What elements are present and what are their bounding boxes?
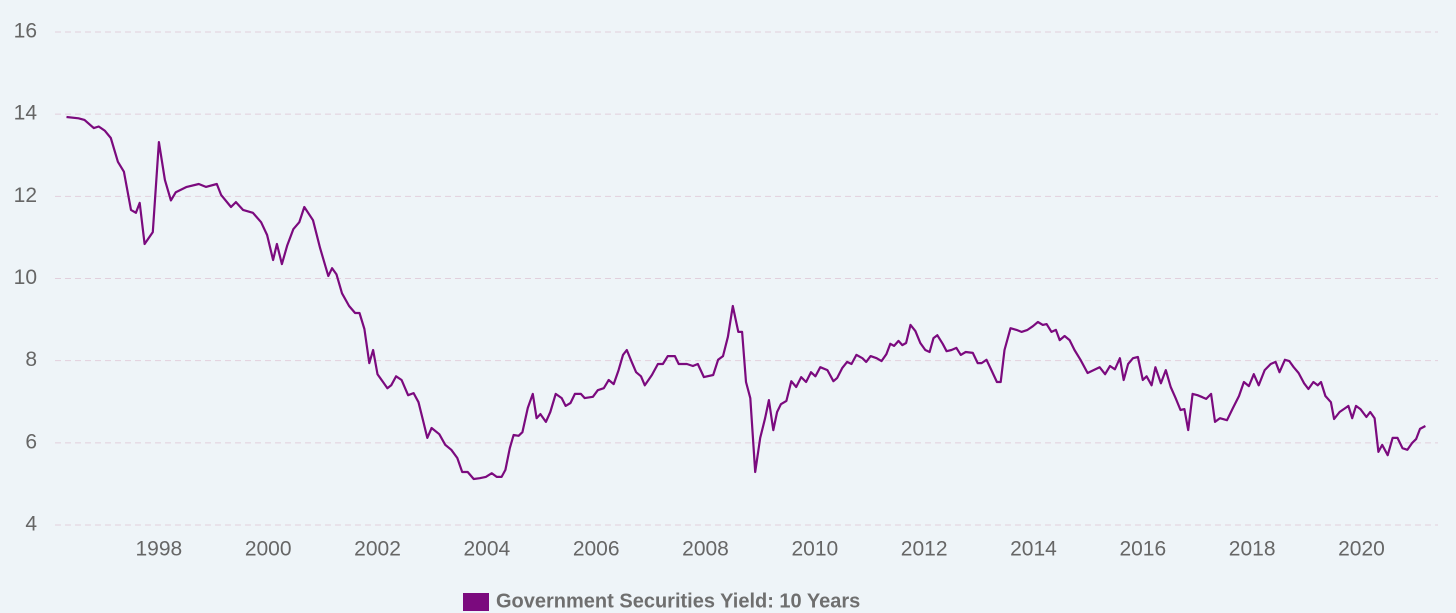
x-tick-label: 2020 [1338,538,1385,561]
x-tick-label: 2012 [901,538,948,561]
x-tick-label: 2002 [354,538,401,561]
y-tick-label: 16 [14,20,37,43]
x-tick-label: 2014 [1010,538,1057,561]
line [66,115,1426,481]
x-tick-label: 2008 [682,538,729,561]
x-tick-label: 2018 [1229,538,1276,561]
y-tick-label: 12 [14,184,37,207]
y-tick-label: 10 [14,266,37,289]
y-tick-label: 14 [14,102,38,125]
x-tick-label: 2000 [245,538,292,561]
legend-swatch [463,593,489,611]
x-tick-label: 2016 [1119,538,1166,561]
x-tick-label: 1998 [136,538,183,561]
y-tick-label: 4 [25,513,37,536]
y-tick-label: 8 [25,348,37,371]
x-tick-label: 2004 [463,538,510,561]
y-tick-label: 6 [25,430,37,453]
legend-label: Government Securities Yield: 10 Years [496,590,860,612]
x-tick-label: 2006 [573,538,620,561]
x-tick-label: 2010 [791,538,838,561]
